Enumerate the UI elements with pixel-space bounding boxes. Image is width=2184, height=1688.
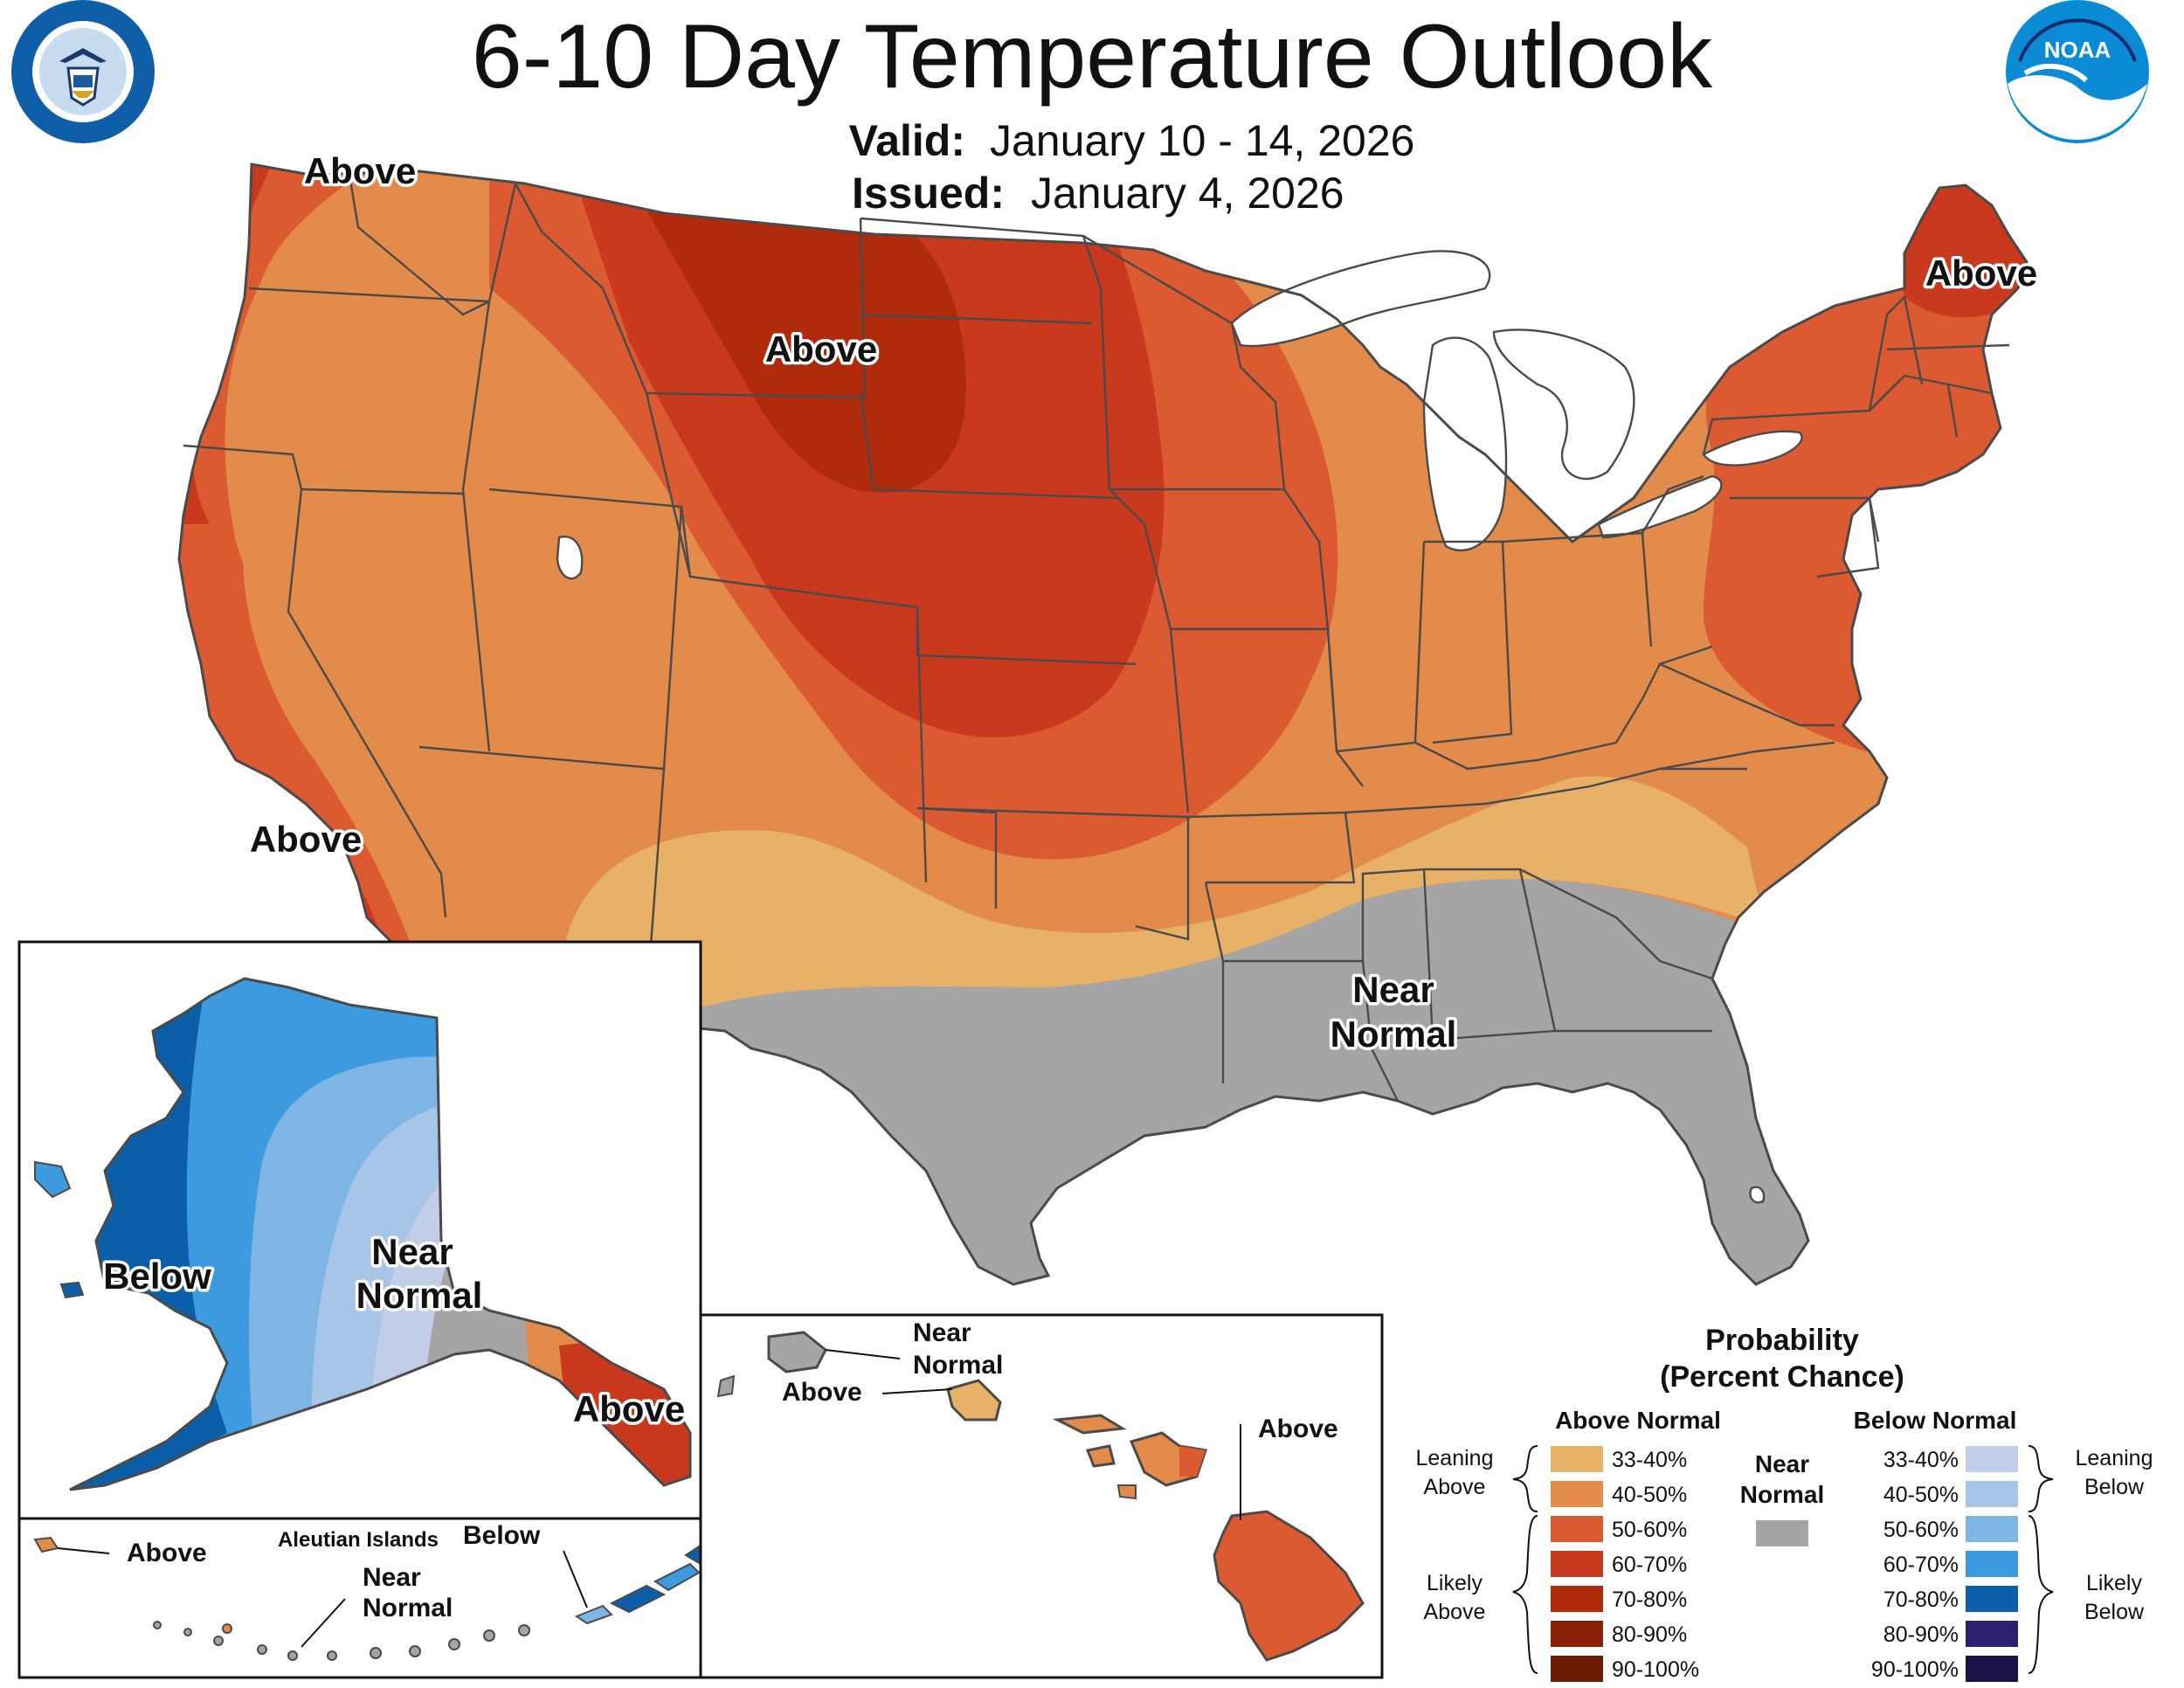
legend-likely-below-line1: Likely [2086,1571,2142,1595]
legend-likely-below-line2: Below [2084,1600,2145,1624]
aleutian-islands-title: Aleutian Islands [278,1528,439,1552]
label-above-pacific-nw: Above [304,150,416,191]
label-near-normal-line1: Near [1352,969,1434,1010]
label-hi-above-oahu: Above [782,1378,862,1407]
label-ak-above: Above [573,1388,685,1429]
noaa-logo-text: NOAA [2044,37,2111,63]
region-above-40-50-west [243,319,634,944]
valid-label: Valid: [849,116,965,165]
legend-above-swatches: 33-40% 40-50% 50-60% 60-70% 70-80% 80-90% 90-1… [1551,1446,1699,1682]
legend-below-range-5: 80-90% [1883,1622,1959,1647]
legend-above-swatch-4 [1551,1586,1603,1612]
label-aleutian-below: Below [463,1521,541,1550]
noaa-logo-icon: NOAA [2006,0,2149,143]
label-ak-below: Below [103,1256,211,1297]
commerce-seal-icon [11,0,155,143]
legend-near-line1: Near [1755,1450,1809,1477]
region-above-33-40 [559,776,1765,1013]
label-hi-near-line2: Normal [913,1351,1003,1380]
legend-below-range-1: 40-50% [1883,1483,1959,1507]
issued-date: January 4, 2026 [1031,169,1344,218]
label-aleutian-above: Above [127,1539,207,1567]
label-near-normal-line2: Normal [1330,1013,1457,1055]
legend-below-swatch-2 [1966,1516,2018,1542]
legend-below-range-3: 60-70% [1883,1553,1959,1577]
legend-likely-above-line2: Above [1424,1600,1486,1624]
legend-above-range-6: 90-100% [1612,1657,1699,1682]
legend-below-swatch-3 [1966,1551,2018,1577]
aleutian-chain [153,1621,530,1661]
label-above-california: Above [250,819,362,860]
legend-title-line1: Probability [1705,1324,1859,1357]
kauai-island [767,1331,827,1373]
legend-leaning-below-line1: Leaning [2076,1446,2153,1470]
legend-below-swatch-5 [1966,1621,2018,1647]
state-borders [183,174,2010,1102]
legend-leaning-above-line1: Leaning [1416,1446,1494,1470]
legend-near-line2: Normal [1740,1481,1824,1508]
legend-below-swatch-6 [1966,1656,2018,1682]
label-above-new-england: Above [1925,253,2037,294]
oahu-island [946,1379,1002,1422]
legend-title-line2: (Percent Chance) [1660,1360,1904,1394]
legend-below-swatch-1 [1966,1481,2018,1507]
legend-above-swatch-1 [1551,1481,1603,1507]
legend-above-swatch-2 [1551,1516,1603,1542]
label-ak-near-line1: Near [371,1231,453,1272]
region-above-70-80-plains [646,210,966,493]
issued-label: Issued: [852,169,1005,218]
legend-above-range-0: 33-40% [1612,1448,1687,1472]
label-ak-near-line2: Normal [356,1275,483,1316]
label-hi-near-line1: Near [913,1318,971,1347]
legend-above-range-3: 60-70% [1612,1553,1687,1577]
region-above-60-70-maine [1902,183,2027,318]
big-island [1213,1510,1365,1662]
legend-above-range-4: 70-80% [1612,1588,1687,1612]
label-above-northern-plains: Above [765,329,877,370]
valid-dates: January 10 - 14, 2026 [990,116,1414,165]
legend-below-range-6: 90-100% [1871,1657,1959,1682]
legend-above-swatch-0 [1551,1446,1603,1472]
legend-above-header: Above Normal [1555,1407,1721,1434]
legend-below-swatch-4 [1966,1586,2018,1612]
legend-leaning-below-line2: Below [2084,1475,2145,1499]
legend: Probability (Percent Chance) Above Norma… [1416,1324,2153,1682]
hawaii-inset: Near Normal Above Above [699,1313,1384,1679]
legend-above-swatch-3 [1551,1551,1603,1577]
legend-below-swatch-0 [1966,1446,2018,1472]
molokai-island [1052,1414,1127,1435]
map-title: 6-10 Day Temperature Outlook [472,6,1713,107]
label-aleutian-near-line1: Near [363,1563,421,1592]
legend-above-range-5: 80-90% [1612,1622,1687,1647]
legend-above-swatch-5 [1551,1621,1603,1647]
label-hi-above-big-island: Above [1258,1415,1338,1443]
legend-above-range-2: 50-60% [1612,1518,1687,1542]
legend-below-range-4: 70-80% [1883,1588,1959,1612]
legend-below-swatches: 33-40% 40-50% 50-60% 60-70% 70-80% 80-90% 90-1… [1871,1446,2018,1682]
great-lakes [556,250,1803,1204]
legend-likely-above-line1: Likely [1427,1571,1482,1595]
label-aleutian-near-line2: Normal [363,1594,453,1622]
legend-above-range-1: 40-50% [1612,1483,1687,1507]
legend-below-range-0: 33-40% [1883,1448,1959,1472]
legend-below-range-2: 50-60% [1883,1518,1959,1542]
legend-above-swatch-6 [1551,1656,1603,1682]
alaska-inset: Below Near Normal Above [17,940,702,1520]
legend-below-header: Below Normal [1854,1407,2017,1434]
aleutians-inset: Above Aleutian Islands Below Near Normal [17,1517,702,1679]
legend-leaning-above-line2: Above [1424,1475,1486,1499]
legend-near-swatch [1756,1520,1808,1546]
